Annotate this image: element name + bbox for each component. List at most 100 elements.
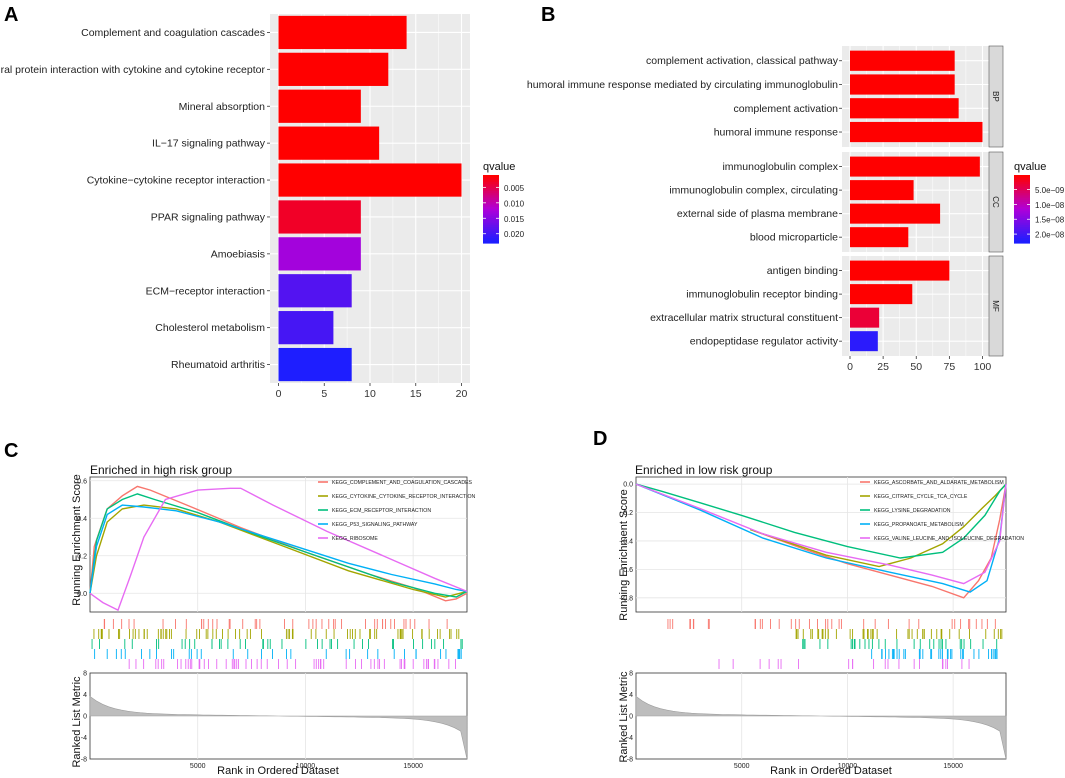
panel-label-b: B — [541, 4, 555, 26]
panel-a-bar-chart: Complement and coagulation cascades Viral… — [0, 14, 525, 400]
panel-a-category-label: ECM−receptor interaction — [146, 285, 266, 297]
panel-a-category-label: Cytokine−cytokine receptor interaction — [87, 175, 265, 187]
panel-a-colorbar-step — [483, 184, 499, 187]
panel-a-bar — [278, 347, 352, 382]
panel-b-category-label: endopeptidase regulator activity — [690, 336, 839, 348]
panel-d-metric-y-tick-label: -8 — [627, 757, 633, 764]
panel-b-bar — [850, 98, 959, 119]
panel-a-colorbar-step — [483, 181, 499, 185]
panel-d-xlabel: Rank in Ordered Dataset — [770, 765, 892, 777]
panel-c-legend-label: KEGG_CYTOKINE_CYTOKINE_RECEPTOR_INTERACT… — [332, 494, 476, 500]
panel-a-colorbar-step — [483, 206, 499, 210]
panel-a-x-tick-label: 15 — [410, 388, 422, 400]
panel-a-bars — [278, 15, 462, 382]
panel-c-y-tick-label: 0.2 — [77, 553, 87, 560]
panel-c-gsea-plot: Enriched in high risk group Running Enri… — [71, 463, 476, 777]
panel-c-es-line-3 — [89, 493, 468, 598]
panel-b-bar — [850, 203, 941, 224]
panel-d-ylabel-metric: Ranked List Metric — [618, 671, 630, 763]
panel-c-legend-label: KEGG_COMPLEMENT_AND_COAGULATION_CASCADES — [332, 480, 473, 486]
panel-b-colorbar-step — [1014, 179, 1030, 183]
panel-c-legend-label: KEGG_P53_SIGNALING_PATHWAY — [332, 522, 418, 528]
panel-b-x-ticks: 0 25 50 75 100 — [847, 356, 991, 373]
panel-c-legend-label: KEGG_ECM_RECEPTOR_INTERACTION — [332, 508, 431, 514]
panel-d-metric-y-tick-label: 8 — [629, 671, 633, 678]
panel-d-plot-area: 0.0 −0.2 −0.4 −0.6 −0.8 KEGG_ASCORBATE_AND_AL… — [619, 476, 1024, 770]
panel-d-legend: KEGG_ASCORBATE_AND_ALDARATE_METABOLISM KE… — [860, 480, 1024, 542]
panel-d-legend-label: KEGG_ASCORBATE_AND_ALDARATE_METABOLISM — [874, 480, 1004, 486]
panel-b-colorbar-step — [1014, 240, 1030, 244]
panel-b-x-tick-label: 100 — [974, 361, 992, 373]
panel-b-colorbar-step — [1014, 238, 1030, 242]
panel-a-category-label: IL−17 signaling pathway — [152, 138, 266, 150]
panel-b-facet-strip — [988, 151, 1004, 253]
panel-c-hit-rug — [91, 619, 463, 669]
panel-b-colorbar-step — [1014, 206, 1030, 210]
panel-b-bar — [850, 156, 980, 177]
panel-c-y-tick-label: 0.4 — [77, 516, 87, 523]
panel-a-colorbar-step — [483, 233, 499, 237]
panel-a-colorbar: 0.005 0.010 0.015 0.020 — [483, 175, 525, 244]
panel-a-bar — [278, 274, 352, 308]
panel-a-category-label: Complement and coagulation cascades — [81, 27, 265, 39]
panel-b-colorbar-step — [1014, 218, 1030, 221]
panel-c-legend-label: KEGG_RIBOSOME — [332, 536, 378, 542]
panel-a-colorbar-step — [483, 209, 499, 212]
panel-a-bar — [278, 52, 389, 86]
panel-d-x-tick-label: 15000 — [943, 763, 963, 770]
panel-b-bar — [850, 121, 983, 143]
panel-a-colorbar-step — [483, 186, 499, 190]
panel-b-category-label: complement activation, classical pathway — [646, 55, 839, 67]
panel-a-colorbar-step — [483, 240, 499, 244]
panel-a-colorbar-step — [483, 236, 499, 240]
panel-b-bar — [850, 50, 955, 71]
panel-a-colorbar-step — [483, 229, 499, 233]
panel-b-colorbar-step — [1014, 229, 1030, 233]
panel-b-colorbar-step — [1014, 197, 1030, 201]
panel-a-colorbar-step — [483, 222, 499, 226]
panel-c-ylabel-metric: Ranked List Metric — [71, 676, 83, 768]
panel-c-y-tick-label: 0.6 — [77, 478, 87, 485]
panel-b-x-tick-label: 25 — [877, 361, 889, 373]
panel-a-colorbar-step — [483, 188, 499, 192]
panel-b-colorbar-step — [1014, 181, 1030, 185]
panel-a-colorbar-step — [483, 195, 499, 199]
panel-b-colorbar-label: 1.0e−08 — [1035, 201, 1065, 210]
panel-d-y-tick-label: −0.4 — [619, 538, 633, 545]
panel-b-category-label: immunoglobulin receptor binding — [686, 289, 838, 301]
panel-d-x-tick-label: 5000 — [734, 763, 750, 770]
panel-d-title: Enriched in low risk group — [635, 463, 773, 477]
panel-label-a: A — [4, 4, 18, 26]
panel-c-title: Enriched in high risk group — [90, 463, 232, 477]
panel-b-bar — [850, 284, 913, 305]
panel-b-colorbar-step — [1014, 236, 1030, 240]
panel-c-metric-y-tick-label: 4 — [83, 692, 87, 699]
panel-b-colorbar-step — [1014, 175, 1030, 178]
panel-a-colorbar-step — [483, 177, 499, 181]
panel-a-colorbar-step — [483, 199, 499, 203]
panel-b-facets: complement activation, classical pathway… — [527, 45, 1004, 357]
panel-a-bar — [278, 237, 361, 271]
panel-d-y-tick-label: 0.0 — [623, 482, 633, 489]
panel-b-colorbar-step — [1014, 204, 1030, 208]
panel-a-category-label: Mineral absorption — [179, 101, 266, 113]
panel-b-x-tick-label: 0 — [847, 361, 853, 373]
panel-b-facet-strip-label: MF — [991, 300, 1000, 312]
panel-c-es-line-5 — [89, 487, 468, 612]
panel-c-ylabel: Running Enrichment Score — [71, 474, 83, 605]
panel-b-colorbar-label: 1.5e−08 — [1035, 216, 1065, 225]
panel-d-gsea-plot: Enriched in low risk group Running Enric… — [618, 463, 1024, 777]
panel-c-x-tick-label: 10000 — [296, 763, 316, 770]
panel-a-colorbar-step — [483, 213, 499, 217]
panel-b-colorbar-step — [1014, 193, 1030, 196]
panel-a-colorbar-step — [483, 220, 499, 224]
panel-b-colorbar-step — [1014, 211, 1030, 215]
panel-b-legend-title: qvalue — [1014, 161, 1046, 173]
panel-d-metric-y-tick-label: 4 — [629, 692, 633, 699]
panel-c-es-line-4 — [89, 504, 468, 594]
panel-b-colorbar-step — [1014, 215, 1030, 219]
panel-d-es-line-5 — [635, 483, 1007, 585]
panel-d-metric-area — [635, 695, 1007, 760]
panel-d-legend-label: KEGG_LYSINE_DEGRADATION — [874, 508, 951, 514]
